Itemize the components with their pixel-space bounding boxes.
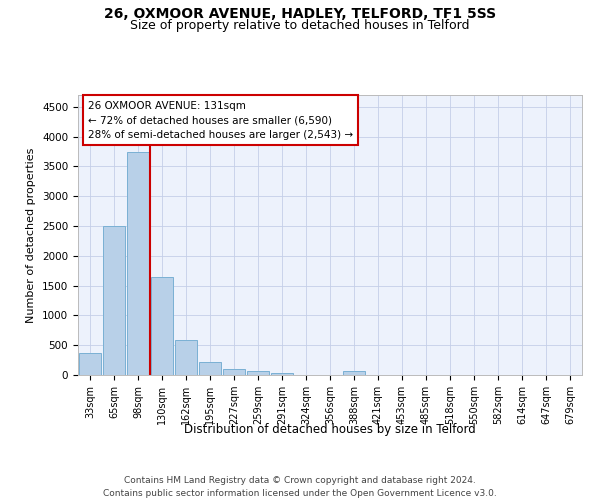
Text: Size of property relative to detached houses in Telford: Size of property relative to detached ho…	[130, 18, 470, 32]
Bar	[103, 226, 125, 375]
Bar	[199, 362, 221, 375]
Bar	[223, 368, 245, 375]
Y-axis label: Number of detached properties: Number of detached properties	[26, 148, 37, 322]
Bar	[247, 372, 269, 375]
Bar	[79, 353, 101, 375]
Text: 26 OXMOOR AVENUE: 131sqm
← 72% of detached houses are smaller (6,590)
28% of sem: 26 OXMOOR AVENUE: 131sqm ← 72% of detach…	[88, 100, 353, 140]
Text: Contains HM Land Registry data © Crown copyright and database right 2024.
Contai: Contains HM Land Registry data © Crown c…	[103, 476, 497, 498]
Bar	[127, 152, 149, 375]
Bar	[175, 340, 197, 375]
Text: 26, OXMOOR AVENUE, HADLEY, TELFORD, TF1 5SS: 26, OXMOOR AVENUE, HADLEY, TELFORD, TF1 …	[104, 8, 496, 22]
Bar	[151, 278, 173, 375]
Bar	[343, 372, 365, 375]
Bar	[271, 372, 293, 375]
Text: Distribution of detached houses by size in Telford: Distribution of detached houses by size …	[184, 422, 476, 436]
